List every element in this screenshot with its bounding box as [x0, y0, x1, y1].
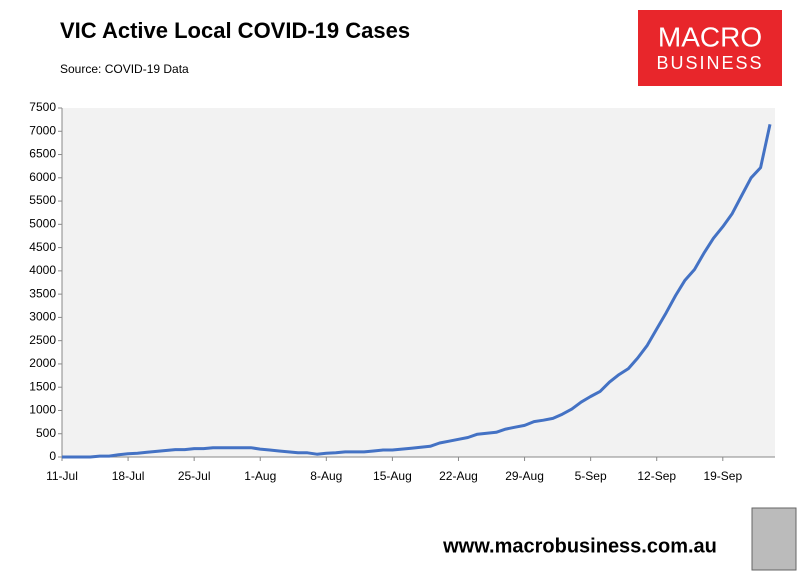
y-tick-label: 6500: [29, 147, 56, 161]
x-tick-label: 22-Aug: [439, 469, 478, 483]
y-tick-label: 5000: [29, 217, 56, 231]
y-tick-label: 500: [36, 426, 56, 440]
x-tick-label: 18-Jul: [112, 469, 145, 483]
y-tick-label: 6000: [29, 170, 56, 184]
logo-text: BUSINESS: [656, 53, 763, 73]
logo-image: [751, 507, 797, 571]
y-tick-label: 2500: [29, 333, 56, 347]
y-tick-label: 4000: [29, 263, 56, 277]
y-tick-label: 1500: [29, 379, 56, 393]
x-tick-label: 11-Jul: [46, 469, 78, 483]
y-tick-label: 3500: [29, 286, 56, 300]
y-tick-label: 0: [49, 449, 56, 463]
x-tick-label: 12-Sep: [637, 469, 676, 483]
logo-box: [638, 10, 782, 86]
data-line: [62, 123, 772, 459]
y-tick-label: 4500: [29, 240, 56, 254]
x-tick-label: 25-Jul: [178, 469, 211, 483]
y-tick-label: 7500: [29, 100, 56, 114]
y-tick-label: 5500: [29, 193, 56, 207]
x-tick-label: 5-Sep: [575, 469, 607, 483]
chart-title: VIC Active Local COVID-19 Cases: [60, 18, 410, 43]
x-tick-label: 8-Aug: [310, 469, 342, 483]
x-tick-label: 15-Aug: [373, 469, 412, 483]
y-tick-label: 2000: [29, 356, 56, 370]
x-tick-label: 29-Aug: [505, 469, 544, 483]
footer-url: www.macrobusiness.com.au: [442, 535, 717, 557]
logo-text: MACRO: [658, 21, 762, 52]
x-tick-label: 19-Sep: [703, 469, 742, 483]
plot-area: [62, 108, 775, 457]
chart-subtitle: Source: COVID-19 Data: [60, 62, 189, 76]
y-tick-label: 7000: [29, 123, 56, 137]
y-tick-label: 1000: [29, 403, 56, 417]
y-tick-label: 3000: [29, 310, 56, 324]
x-tick-label: 1-Aug: [244, 469, 276, 483]
